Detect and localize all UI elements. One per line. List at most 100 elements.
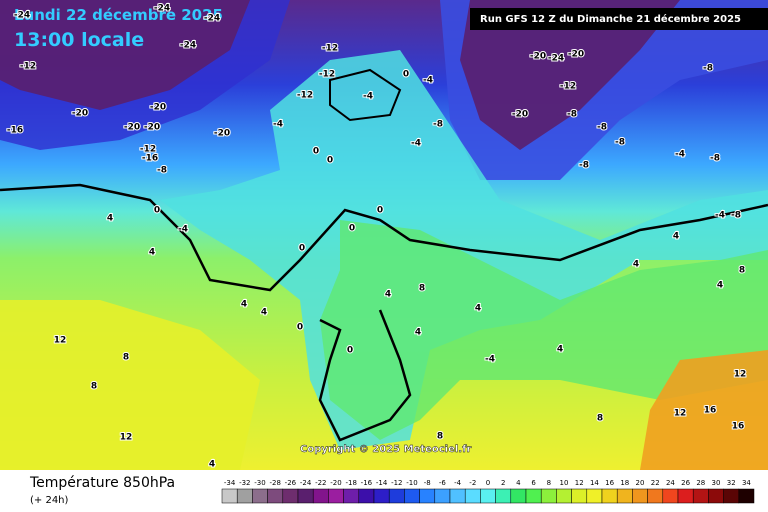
scale-swatch [677,488,694,504]
contour-label: 0 [313,147,319,157]
scale-swatch [343,488,360,504]
scale-tick-label: 14 [590,479,599,487]
contour-label: -24 [204,14,220,24]
parameter-title: Température 850hPa [29,475,175,491]
scale-swatch [358,488,375,504]
scale-tick-label: 28 [696,479,705,487]
zero-isotherm [0,183,768,292]
scale-swatch [312,488,329,504]
cold-core [460,0,680,150]
scale-tick-label: -6 [439,479,447,487]
scale-swatch [328,488,344,504]
scale-swatch [601,488,618,504]
contour-label: -8 [597,123,607,133]
contour-label: 12 [734,370,747,380]
contour-label: 8 [739,266,745,276]
scale-swatch [525,488,542,504]
contour-label: -4 [411,139,421,149]
contour-label: -8 [710,154,720,164]
contour-label: -20 [530,52,546,62]
contour-label: 4 [107,214,113,224]
zero-isotherm [318,309,412,442]
scale-tick-label: 20 [636,479,645,487]
scale-tick-label: -4 [454,479,462,487]
contour-label: 0 [349,224,355,234]
scale-tick-label: 26 [681,479,690,487]
scale-tick-label: 32 [727,479,736,487]
contour-label: -8 [579,161,589,171]
contour-label: 4 [415,328,421,338]
scale-tick-label: 0 [486,479,490,487]
contour-label: 12 [674,409,687,419]
contour-label: -4 [178,225,188,235]
scale-swatch [586,488,603,504]
contour-label: 4 [475,304,481,314]
copyright: Copyright © 2025 Meteociel.fr [300,444,471,455]
contour-labels: -24-24-24-24-12-16-20-20 -20-20-20-12-16-… [6,3,747,471]
contour-label: -24 [548,54,564,64]
contour-label: 8 [419,284,425,294]
contour-label: 16 [732,422,745,432]
contour-label: 4 [673,232,679,242]
contour-label: -4 [363,92,373,102]
contour-label: 4 [557,345,563,355]
scale-tick-label: 4 [516,479,521,487]
scale-tick-label: -20 [330,479,341,487]
scale-tick-label: 34 [742,479,751,487]
contour-label: -20 [124,123,140,133]
contour-label: -12 [297,91,313,101]
scale-swatch [388,488,405,504]
scale-tick-label: -2 [469,479,476,487]
hot-area [640,350,768,470]
contour-label: -4 [715,211,725,221]
contour-label: 0 [377,206,383,216]
contour-label: -20 [72,109,88,119]
contour-label: -12 [20,62,36,72]
valid-time: 13:00 locale [14,29,144,51]
contour-label: -20 [568,50,584,60]
scale-swatch [434,488,451,504]
run-info: Run GFS 12 Z du Dimanche 21 décembre 202… [480,13,741,25]
contour-label: -24 [14,11,30,21]
contour-label: -8 [703,64,713,74]
contour-label: 0 [403,70,409,80]
scale-swatch [510,488,527,504]
contour-label: 4 [261,308,267,318]
contour-label: -24 [180,41,196,51]
scale-tick-label: -34 [224,479,236,487]
scale-swatch [221,488,238,504]
contour-label: -16 [7,126,23,136]
cold-core [0,0,250,110]
scale-swatch [252,488,268,504]
contour-label: 8 [597,414,603,424]
scale-swatch [419,488,436,504]
contour-label: 4 [717,281,723,291]
scale-tick-label: 24 [666,479,675,487]
contour-label: -8 [433,120,443,130]
contour-label: 4 [633,260,639,270]
contour-label: -20 [512,110,528,120]
mild-area [320,220,768,440]
scale-tick-label: -26 [285,479,297,487]
contour-label: -12 [140,145,156,155]
scale-swatch [404,488,420,504]
scale-tick-label: 30 [712,479,721,487]
contour-label: -16 [142,154,158,164]
scale-swatch [571,488,588,504]
scale-swatch [236,488,253,504]
scale-tick-label: -12 [391,479,402,487]
warm-area [0,300,260,470]
scale-swatch [708,488,724,504]
scale-tick-label: -8 [424,479,431,487]
contour-label: 4 [241,300,247,310]
contour-label: -4 [273,120,283,130]
contour-label: -20 [214,129,230,139]
scale-swatch [540,488,557,504]
contour-label: -20 [144,123,160,133]
contour-label: 0 [299,244,305,254]
color-scale: -34 -32 -30 -28 -26 -24 -22 -20 -18 -16 -14 -12 -10-… [221,479,755,504]
lead-time: (+ 24h) [30,495,69,506]
scale-tick-label: 12 [575,479,584,487]
contour-label: -12 [319,70,335,80]
